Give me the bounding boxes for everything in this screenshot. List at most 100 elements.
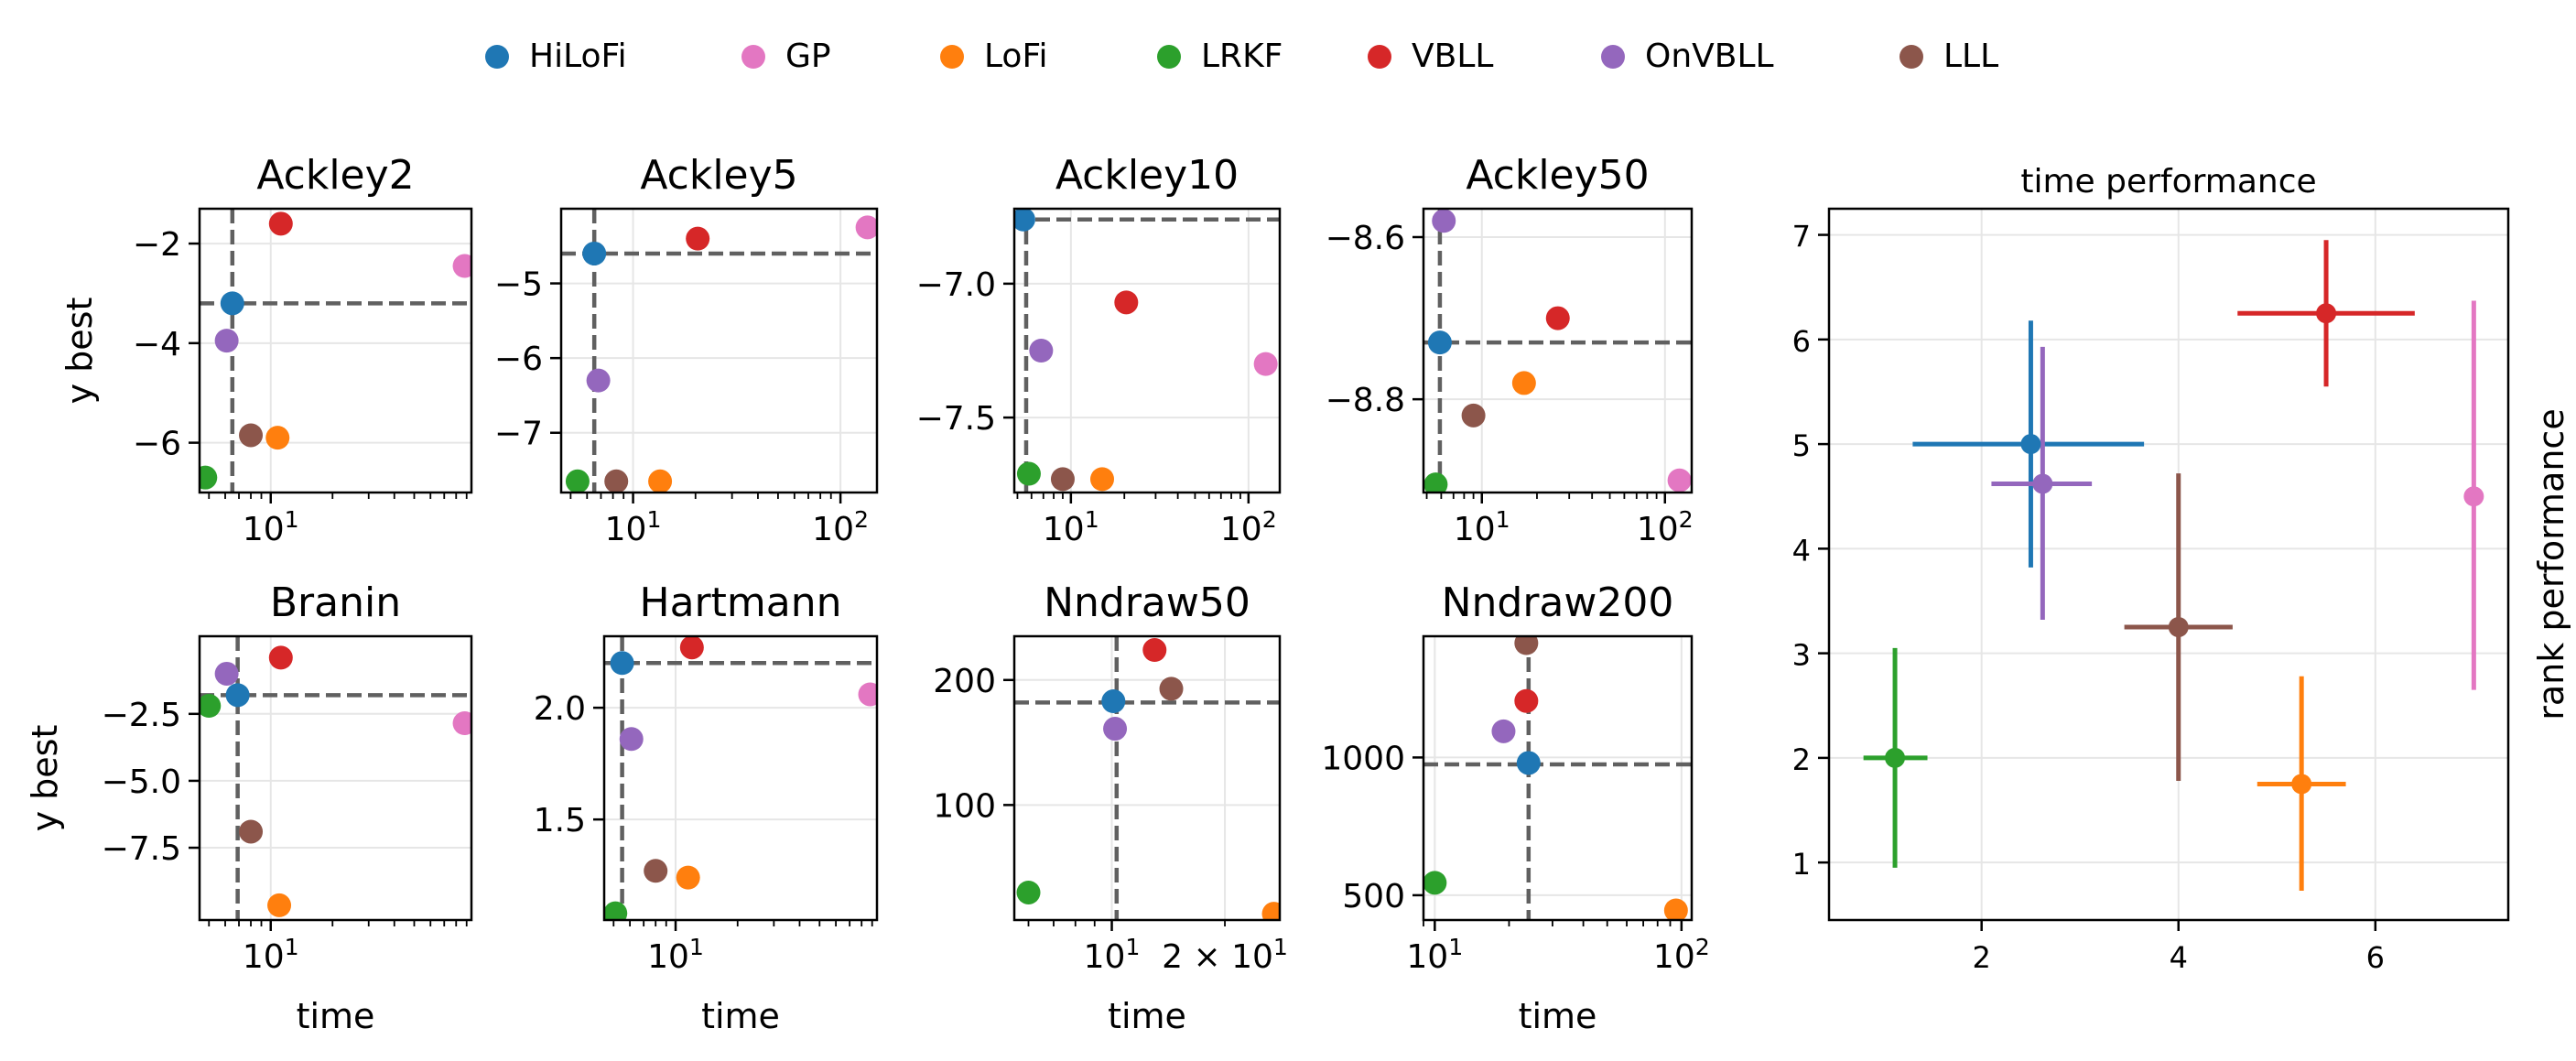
x-tick-label-exponent: 1 xyxy=(646,506,661,533)
x-tick-label-exponent: 1 xyxy=(1496,506,1510,533)
point-hilofi xyxy=(1101,689,1126,714)
point-lrkf xyxy=(1016,461,1041,486)
point-lofi xyxy=(2291,774,2312,795)
point-lofi xyxy=(267,893,292,917)
x-tick-label: 2 × 101 xyxy=(1162,934,1288,976)
legend-marker-vbll xyxy=(1368,45,1391,69)
panel-ackley2: 101 −6 −4 −2 Ackley2 y best xyxy=(60,152,473,548)
point-onvbll xyxy=(214,329,239,353)
y-tick-label: −4 xyxy=(133,326,181,363)
legend-entry-lrkf: LRKF xyxy=(1157,38,1283,75)
points-group xyxy=(1016,638,1281,921)
point-lrkf xyxy=(1885,747,1906,768)
point-gp xyxy=(1667,468,1692,493)
point-lll xyxy=(2168,617,2189,638)
y-tick-label: −7.0 xyxy=(916,266,996,304)
legend-label-onvbll: OnVBLL xyxy=(1645,38,1774,75)
point-hilofi xyxy=(1427,330,1452,355)
y-tick-label: 2.0 xyxy=(534,690,586,728)
y-tick-label: 100 xyxy=(933,787,996,825)
point-vbll xyxy=(268,645,293,670)
axes-frame xyxy=(1012,207,1282,494)
y-tick-label: −5.0 xyxy=(102,763,181,801)
point-onvbll xyxy=(2032,473,2053,494)
legend-label-lrkf: LRKF xyxy=(1201,38,1283,75)
point-vbll xyxy=(2316,303,2337,324)
y-tick-label: 2 xyxy=(1792,742,1811,777)
y-tick-label: −5 xyxy=(494,266,543,304)
points-group xyxy=(565,215,878,493)
point-lrkf xyxy=(199,694,222,719)
x-tick-label-base: 10 xyxy=(647,938,689,976)
y-tick-label: 500 xyxy=(1342,878,1405,915)
point-gp xyxy=(452,711,472,736)
y-tick-label: 1 xyxy=(1792,847,1811,882)
legend-label-vbll: VBLL xyxy=(1412,38,1493,75)
y-axis-label: y best xyxy=(60,298,100,405)
point-lll xyxy=(1514,635,1539,655)
point-vbll xyxy=(1114,290,1139,315)
legend-marker-hilofi xyxy=(485,45,509,69)
point-gp xyxy=(1253,352,1278,376)
legend-marker-onvbll xyxy=(1601,45,1625,69)
x-tick-label: 101 xyxy=(647,934,704,976)
point-lll xyxy=(644,859,668,883)
axes-frame xyxy=(559,207,879,494)
legend-entry-vbll: VBLL xyxy=(1368,38,1493,75)
point-onvbll xyxy=(619,727,644,752)
point-vbll xyxy=(679,635,704,660)
panel-title: Ackley10 xyxy=(1055,152,1239,199)
legend-marker-lll xyxy=(1900,45,1923,69)
point-onvbll xyxy=(214,661,239,686)
point-lll xyxy=(1159,677,1184,701)
panel-title: Hartmann xyxy=(640,579,842,626)
legend-entry-hilofi: HiLoFi xyxy=(485,38,627,75)
legend-marker-lofi xyxy=(940,45,964,69)
y-axis-label: y best xyxy=(25,725,65,832)
y-tick-label: −7.5 xyxy=(102,830,181,868)
point-vbll xyxy=(1514,688,1539,713)
x-tick-label-exponent: 1 xyxy=(1085,506,1099,533)
y-tick-label: 4 xyxy=(1792,533,1811,568)
point-lll xyxy=(604,469,629,493)
x-tick-label: 102 xyxy=(812,506,869,548)
point-hilofi xyxy=(2020,434,2041,455)
x-axis-label: time xyxy=(297,996,375,1036)
x-tick-label: 4 xyxy=(2170,940,2188,975)
point-hilofi xyxy=(582,241,607,265)
y-tick-label: 5 xyxy=(1792,428,1811,463)
x-tick-label-exponent: 2 xyxy=(1679,506,1694,533)
axes-frame xyxy=(198,634,473,922)
y-tick-label: −8.8 xyxy=(1326,382,1405,419)
point-gp xyxy=(2463,486,2484,507)
point-hilofi xyxy=(225,683,250,708)
point-lrkf xyxy=(603,901,628,921)
panel-hartmann: 101 1.5 2.0 Hartmann time xyxy=(534,579,879,1036)
x-tick-label-exponent: 2 xyxy=(854,506,869,533)
x-tick-label-base: 10 xyxy=(1406,938,1448,976)
y-tick-label: −2.5 xyxy=(102,697,181,734)
legend-entry-gp: GP xyxy=(741,38,831,75)
x-tick-label-base: 10 xyxy=(1084,938,1126,976)
point-vbll xyxy=(268,211,293,236)
x-tick-label-exponent: 2 xyxy=(1262,506,1277,533)
point-onvbll xyxy=(586,368,611,393)
x-tick-label-exponent: 1 xyxy=(689,934,704,960)
point-lofi xyxy=(1511,371,1536,395)
axes-frame xyxy=(1422,207,1694,494)
x-tick-label-base: 10 xyxy=(1454,511,1496,548)
x-axis-label: time xyxy=(1519,996,1597,1036)
point-gp xyxy=(452,254,472,278)
x-tick-label: 101 xyxy=(605,506,662,548)
y-tick-label: −8.6 xyxy=(1326,220,1405,257)
y-tick-label: −7 xyxy=(494,416,543,453)
point-lrkf xyxy=(565,469,590,493)
y-tick-label: 200 xyxy=(933,663,996,700)
x-tick-label-exponent: 1 xyxy=(285,934,299,960)
